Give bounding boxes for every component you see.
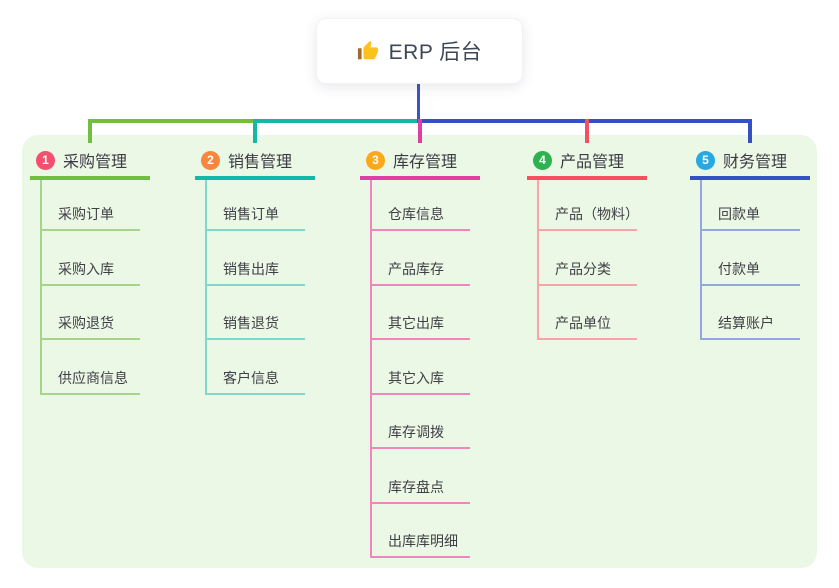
priority-badge-icon: 5 xyxy=(696,150,715,170)
branch-node-4[interactable]: 4 产品管理 xyxy=(533,148,624,172)
child-node[interactable]: 出库库明细 xyxy=(388,533,458,549)
connector-line xyxy=(40,393,140,395)
child-node[interactable]: 库存调拨 xyxy=(388,424,444,440)
child-node[interactable]: 产品（物料） xyxy=(555,206,639,222)
child-node[interactable]: 采购订单 xyxy=(58,206,114,222)
branch-title: 采购管理 xyxy=(63,154,128,171)
connector-line xyxy=(88,119,253,123)
connector-line xyxy=(205,229,305,231)
connector-line xyxy=(700,338,800,340)
child-node[interactable]: 产品库存 xyxy=(388,261,444,277)
branch-title: 财务管理 xyxy=(723,154,788,171)
branch-node-5[interactable]: 5 财务管理 xyxy=(696,148,787,172)
root-node[interactable]: ERP 后台 xyxy=(316,18,523,84)
connector-line xyxy=(748,119,752,143)
connector-line xyxy=(585,119,589,143)
connector-line xyxy=(370,180,372,558)
child-node[interactable]: 采购退货 xyxy=(58,315,114,331)
child-node[interactable]: 结算账户 xyxy=(718,315,774,331)
connector-line xyxy=(253,119,257,143)
connector-line xyxy=(537,284,637,286)
branches-panel xyxy=(22,135,817,568)
child-node[interactable]: 供应商信息 xyxy=(58,370,128,386)
connector-line xyxy=(370,393,470,395)
thumbs-up-icon xyxy=(357,40,379,62)
connector-line xyxy=(700,229,800,231)
connector-line xyxy=(370,556,470,558)
connector-line xyxy=(700,180,702,340)
priority-badge-icon: 4 xyxy=(533,150,552,170)
connector-line xyxy=(370,502,470,504)
connector-line xyxy=(30,176,150,180)
child-node[interactable]: 其它入库 xyxy=(388,370,444,386)
connector-line xyxy=(537,180,539,340)
child-node[interactable]: 采购入库 xyxy=(58,261,114,277)
connector-line xyxy=(527,176,647,180)
connector-line xyxy=(205,338,305,340)
child-node[interactable]: 产品单位 xyxy=(555,315,611,331)
connector-line xyxy=(40,229,140,231)
branch-node-2[interactable]: 2 销售管理 xyxy=(201,148,292,172)
connector-line xyxy=(417,82,420,123)
root-title: ERP 后台 xyxy=(388,41,483,64)
child-node[interactable]: 其它出库 xyxy=(388,315,444,331)
child-node[interactable]: 仓库信息 xyxy=(388,206,444,222)
branch-title: 产品管理 xyxy=(560,154,625,171)
connector-line xyxy=(537,229,637,231)
connector-line xyxy=(360,176,480,180)
connector-line xyxy=(205,180,207,395)
child-node[interactable]: 回款单 xyxy=(718,206,760,222)
connector-line xyxy=(370,338,470,340)
branch-node-3[interactable]: 3 库存管理 xyxy=(366,148,457,172)
connector-line xyxy=(40,338,140,340)
connector-line xyxy=(205,393,305,395)
child-node[interactable]: 销售退货 xyxy=(223,315,279,331)
branch-title: 库存管理 xyxy=(393,154,458,171)
priority-badge-icon: 3 xyxy=(366,150,385,170)
priority-badge-icon: 2 xyxy=(201,150,220,170)
connector-line xyxy=(418,119,422,143)
connector-line xyxy=(253,119,418,123)
child-node[interactable]: 付款单 xyxy=(718,261,760,277)
connector-line xyxy=(195,176,315,180)
priority-badge-icon: 1 xyxy=(36,150,55,170)
connector-line xyxy=(205,284,305,286)
branch-node-1[interactable]: 1 采购管理 xyxy=(36,148,127,172)
branch-title: 销售管理 xyxy=(228,154,293,171)
connector-line xyxy=(537,338,637,340)
child-node[interactable]: 销售订单 xyxy=(223,206,279,222)
child-node[interactable]: 客户信息 xyxy=(223,370,279,386)
connector-line xyxy=(40,180,42,395)
connector-line xyxy=(700,284,800,286)
child-node[interactable]: 库存盘点 xyxy=(388,479,444,495)
connector-line xyxy=(40,284,140,286)
child-node[interactable]: 产品分类 xyxy=(555,261,611,277)
connector-line xyxy=(370,284,470,286)
connector-line xyxy=(370,447,470,449)
connector-line xyxy=(370,229,470,231)
connector-line xyxy=(88,119,92,143)
child-node[interactable]: 销售出库 xyxy=(223,261,279,277)
connector-line xyxy=(690,176,810,180)
